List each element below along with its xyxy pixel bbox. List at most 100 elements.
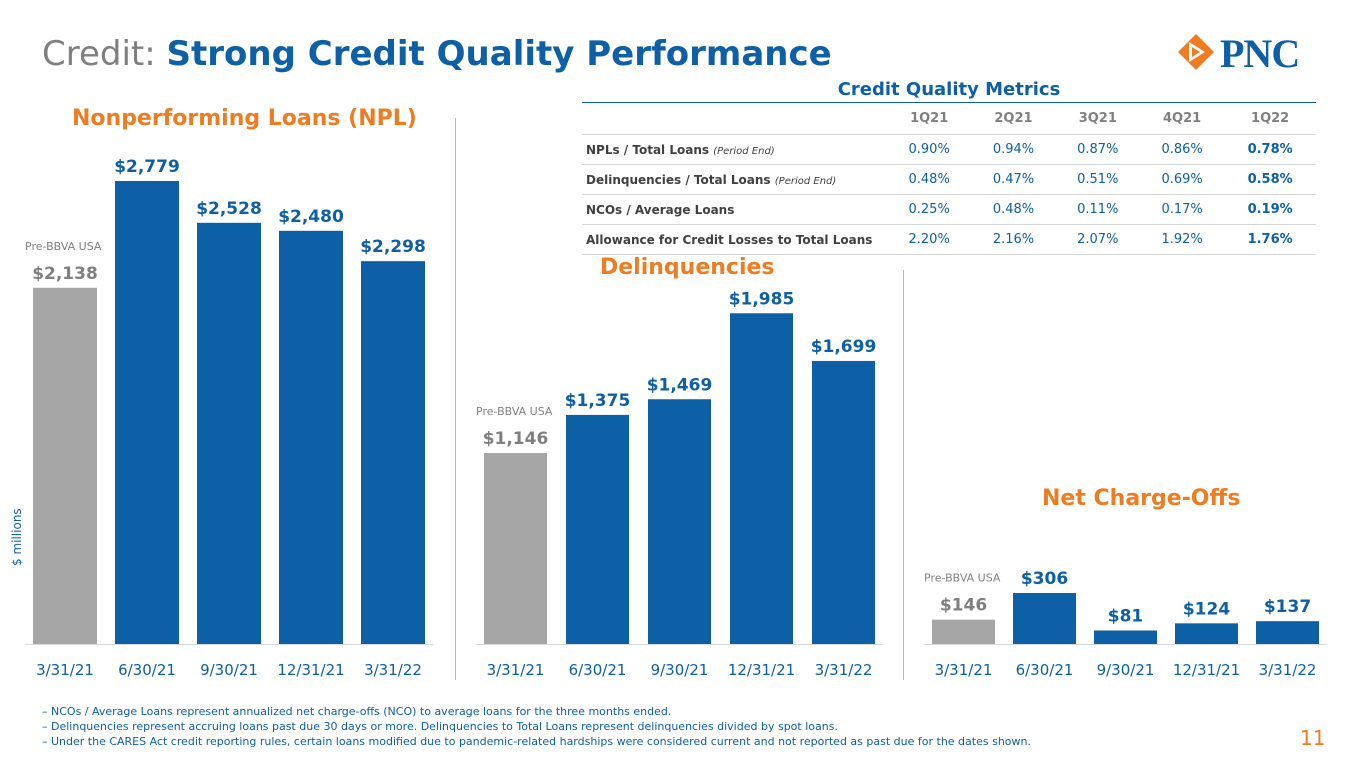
table-cell: 0.69% (1139, 164, 1225, 195)
chart-separator (455, 118, 456, 680)
delinquencies-tick-label: 3/31/22 (815, 661, 873, 679)
delinquencies-data-label: $1,146 (483, 429, 549, 449)
table-cell: 0.51% (1055, 164, 1140, 195)
npl-data-label: $2,298 (360, 237, 426, 257)
delinquencies-tick-label: 3/31/21 (487, 661, 545, 679)
table-cell: 2.20% (887, 224, 972, 255)
chart-separator (903, 270, 904, 680)
metrics-header-cell: 1Q21 (887, 102, 972, 135)
table-cell: 1.92% (1139, 224, 1225, 255)
bar-charts: $2,138 Pre-BBVA USA 3/31/21 $2,779 6/30/21 $2… (25, 157, 1327, 679)
nco-bar (1013, 593, 1076, 644)
nco-tick-label: 12/31/21 (1173, 661, 1240, 679)
metrics-table: 1Q21 2Q21 3Q21 4Q21 1Q22 NPLs / Total Lo… (582, 102, 1316, 255)
delinquencies-bar (484, 453, 547, 644)
delinquencies-data-label: $1,469 (647, 375, 713, 395)
row-label: Allowance for Credit Losses to Total Loa… (582, 224, 887, 255)
table-cell: 0.90% (887, 134, 972, 165)
table-cell: 0.87% (1055, 134, 1140, 165)
delinquencies-tick-label: 6/30/21 (569, 661, 627, 679)
metrics-header-blank (582, 102, 887, 135)
nco-pre-bbva-note: Pre-BBVA USA (924, 572, 1001, 585)
table-cell: 0.86% (1139, 134, 1225, 165)
table-cell: 0.47% (971, 164, 1056, 195)
npl-bar (115, 181, 179, 644)
metrics-header-cell: 3Q21 (1055, 102, 1140, 135)
pnc-logo-mark-icon (1178, 34, 1214, 70)
pnc-logo-text: PNC (1220, 31, 1300, 76)
nco-data-label: $146 (940, 596, 987, 616)
row-label: NCOs / Average Loans (582, 194, 887, 225)
nco-data-label: $124 (1183, 599, 1230, 619)
table-cell: 0.48% (887, 164, 972, 195)
npl-bar (33, 287, 97, 644)
delinquencies-tick-label: 9/30/21 (651, 661, 709, 679)
metrics-title: Credit Quality Metrics (837, 79, 1061, 100)
footnote: – Delinquencies represent accruing loans… (42, 720, 838, 733)
page-number: 11 (1300, 726, 1326, 750)
footnotes: – NCOs / Average Loans represent annuali… (42, 704, 1031, 749)
npl-bar (361, 261, 425, 644)
table-cell: 0.11% (1055, 194, 1140, 225)
delinquencies-bar (812, 360, 875, 644)
table-row: Allowance for Credit Losses to Total Loa… (582, 224, 1316, 255)
delinquencies-bar (648, 399, 711, 644)
npl-chart-title: Nonperforming Loans (NPL) (72, 106, 417, 131)
npl-bar (197, 222, 261, 644)
delinquencies-data-label: $1,375 (565, 391, 631, 411)
nco-tick-label: 3/31/21 (935, 661, 993, 679)
nco-tick-label: 3/31/22 (1259, 661, 1317, 679)
nco-data-label: $81 (1108, 607, 1144, 627)
row-label: NPLs / Total Loans (Period End) (582, 134, 887, 165)
npl-pre-bbva-note: Pre-BBVA USA (25, 240, 102, 253)
footnote: – Under the CARES Act credit reporting r… (42, 735, 1031, 748)
npl-tick-label: 6/30/21 (118, 661, 176, 679)
table-cell: 0.78% (1224, 134, 1316, 165)
metrics-header-cell: 1Q22 (1224, 102, 1316, 135)
credit-quality-metrics: Credit Quality Metrics 1Q21 2Q21 3Q21 4Q… (582, 78, 1316, 255)
page-title: Credit: Strong Credit Quality Performanc… (42, 34, 832, 74)
table-cell: 0.25% (887, 194, 972, 225)
table-cell: 0.94% (971, 134, 1056, 165)
npl-data-label: $2,480 (278, 207, 344, 227)
delinquencies-pre-bbva-note: Pre-BBVA USA (476, 405, 553, 418)
nco-bar (1094, 630, 1157, 644)
metrics-header-row: 1Q21 2Q21 3Q21 4Q21 1Q22 (582, 102, 1316, 135)
npl-data-label: $2,138 (32, 264, 98, 284)
delinquencies-tick-label: 12/31/21 (728, 661, 795, 679)
delinquencies-bar (730, 313, 793, 644)
delinquencies-bar (566, 414, 629, 644)
delinquencies-chart-title: Delinquencies (600, 255, 775, 280)
nco-data-label: $306 (1021, 569, 1068, 589)
nco-tick-label: 6/30/21 (1016, 661, 1074, 679)
table-cell: 0.19% (1224, 194, 1316, 225)
npl-data-label: $2,528 (196, 199, 262, 219)
npl-data-label: $2,779 (114, 157, 180, 177)
table-row: Delinquencies / Total Loans (Period End)… (582, 164, 1316, 195)
npl-bar (279, 230, 343, 644)
table-cell: 1.76% (1224, 224, 1316, 255)
nco-tick-label: 9/30/21 (1097, 661, 1155, 679)
nco-bar (932, 619, 995, 644)
delinquencies-data-label: $1,699 (811, 337, 877, 357)
table-row: NPLs / Total Loans (Period End) 0.90% 0.… (582, 134, 1316, 165)
metrics-header-cell: 2Q21 (971, 102, 1056, 135)
npl-tick-label: 9/30/21 (200, 661, 258, 679)
table-cell: 0.17% (1139, 194, 1225, 225)
table-row: NCOs / Average Loans 0.25% 0.48% 0.11% 0… (582, 194, 1316, 225)
title-main: Strong Credit Quality Performance (166, 34, 832, 74)
nco-chart-title: Net Charge-Offs (1042, 486, 1241, 511)
nco-data-label: $137 (1264, 597, 1311, 617)
table-cell: 0.48% (971, 194, 1056, 225)
metrics-header-cell: 4Q21 (1139, 102, 1225, 135)
nco-bar (1256, 621, 1319, 644)
table-cell: 2.07% (1055, 224, 1140, 255)
pnc-logo: PNC (1176, 32, 1328, 78)
table-cell: 2.16% (971, 224, 1056, 255)
delinquencies-data-label: $1,985 (729, 289, 795, 309)
table-cell: 0.58% (1224, 164, 1316, 195)
title-prefix: Credit: (42, 34, 156, 74)
npl-tick-label: 3/31/21 (36, 661, 94, 679)
row-label: Delinquencies / Total Loans (Period End) (582, 164, 887, 195)
npl-tick-label: 12/31/21 (277, 661, 344, 679)
